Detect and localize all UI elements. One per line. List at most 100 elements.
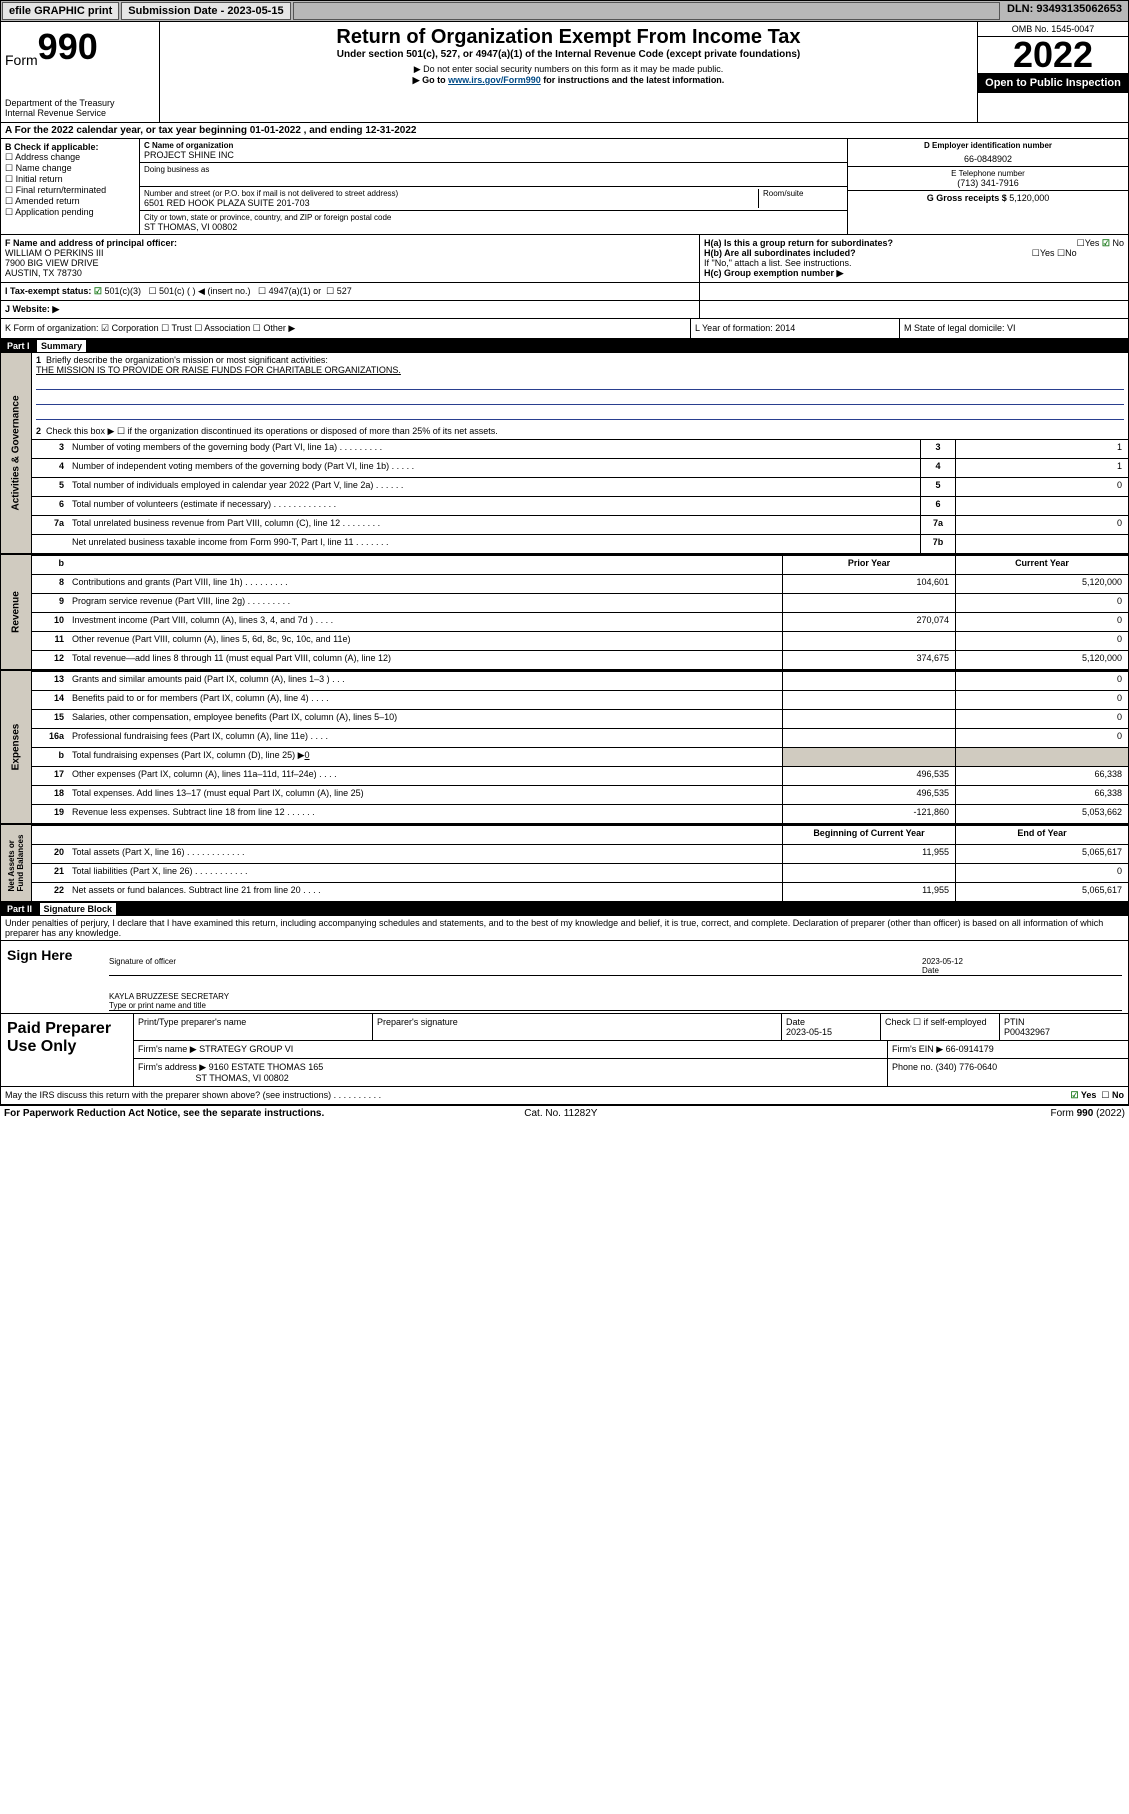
chk-initial-return[interactable]: Initial return <box>5 174 135 185</box>
paid-h5: PTINP00432967 <box>1000 1014 1128 1040</box>
line-desc: Total revenue—add lines 8 through 11 (mu… <box>68 651 782 669</box>
row-i: I Tax-exempt status: 501(c)(3) ☐ 501(c) … <box>1 283 699 300</box>
chk-501c3[interactable] <box>94 286 105 296</box>
prior-val <box>782 632 955 650</box>
line-desc: Other expenses (Part IX, column (A), lin… <box>68 767 782 785</box>
prior-val <box>782 729 955 747</box>
line-num: 12 <box>32 651 68 669</box>
row-l: L Year of formation: 2014 <box>690 319 899 338</box>
hdr-curr: Current Year <box>955 556 1128 574</box>
chk-irs-yes[interactable] <box>1070 1090 1080 1100</box>
line-val: 0 <box>955 478 1128 496</box>
officer-addr1: 7900 BIG VIEW DRIVE <box>5 258 695 268</box>
irs-link[interactable]: www.irs.gov/Form990 <box>448 75 541 85</box>
efile-print-button[interactable]: efile GRAPHIC print <box>2 2 119 20</box>
line-desc: Net assets or fund balances. Subtract li… <box>68 883 782 901</box>
paid-preparer-label: Paid Preparer Use Only <box>1 1014 134 1086</box>
firm-label: Firm's name ▶ <box>138 1044 197 1054</box>
curr-val: 0 <box>955 594 1128 612</box>
d-label: D Employer identification number <box>852 141 1124 150</box>
line-desc: Other revenue (Part VIII, column (A), li… <box>68 632 782 650</box>
line-num: 3 <box>32 440 68 458</box>
sign-here-label: Sign Here <box>1 941 103 1013</box>
firm-name: STRATEGY GROUP VI <box>199 1044 293 1054</box>
row-k: K Form of organization: ☑ Corporation ☐ … <box>1 319 690 338</box>
line-val <box>955 497 1128 515</box>
org-city: ST THOMAS, VI 00802 <box>144 222 843 232</box>
room-label: Room/suite <box>758 189 843 208</box>
subtitle-3: ▶ Go to www.irs.gov/Form990 for instruct… <box>164 75 973 86</box>
line-num: 7a <box>32 516 68 534</box>
curr-val: 0 <box>955 729 1128 747</box>
line-desc: Net unrelated business taxable income fr… <box>68 535 920 553</box>
irs-discuss-q: May the IRS discuss this return with the… <box>5 1090 381 1101</box>
curr-val: 66,338 <box>955 767 1128 785</box>
line-box: 7a <box>920 516 955 534</box>
firm-phone: (340) 776-0640 <box>936 1062 998 1072</box>
line-num: 9 <box>32 594 68 612</box>
line-num: 4 <box>32 459 68 477</box>
chk-name-change[interactable]: Name change <box>5 163 135 174</box>
h-b: H(b) Are all subordinates included? ☐Yes… <box>704 248 1124 258</box>
f-label: F Name and address of principal officer: <box>5 238 695 248</box>
h-note: If "No," attach a list. See instructions… <box>704 258 1124 268</box>
curr-val: 0 <box>955 613 1128 631</box>
line-num: 22 <box>32 883 68 901</box>
sig-officer-label: Signature of officer <box>109 957 922 975</box>
q1: Briefly describe the organization's miss… <box>46 355 328 365</box>
line-val: 1 <box>955 440 1128 458</box>
chk-amended-return[interactable]: Amended return <box>5 196 135 207</box>
prior-val: -121,860 <box>782 805 955 823</box>
line-num: 21 <box>32 864 68 882</box>
paid-h4: Check ☐ if self-employed <box>881 1014 1000 1040</box>
sig-date: 2023-05-12 <box>922 957 963 966</box>
line-num: 6 <box>32 497 68 515</box>
line-desc: Contributions and grants (Part VIII, lin… <box>68 575 782 593</box>
line-val: 1 <box>955 459 1128 477</box>
chk-address-change[interactable]: Address change <box>5 152 135 163</box>
firm-addr2: ST THOMAS, VI 00802 <box>196 1073 289 1083</box>
line-num: 20 <box>32 845 68 863</box>
hdr-end: End of Year <box>955 826 1128 844</box>
mission: THE MISSION IS TO PROVIDE OR RAISE FUNDS… <box>36 365 401 375</box>
line-num: 19 <box>32 805 68 823</box>
line-desc: Revenue less expenses. Subtract line 18 … <box>68 805 782 823</box>
ein-label: Firm's EIN ▶ <box>892 1044 943 1054</box>
open-public: Open to Public Inspection <box>978 73 1128 93</box>
q2: Check this box ▶ ☐ if the organization d… <box>46 426 498 436</box>
line-num: 15 <box>32 710 68 728</box>
vlabel-net: Net Assets or Fund Balances <box>7 835 25 892</box>
prior-val: 496,535 <box>782 786 955 804</box>
vlabel-exp: Expenses <box>11 724 22 771</box>
curr-val: 5,065,617 <box>955 845 1128 863</box>
form-title: Return of Organization Exempt From Incom… <box>164 26 973 49</box>
c-name-label: C Name of organization <box>144 141 843 150</box>
city-label: City or town, state or province, country… <box>144 213 843 222</box>
hdr-prior: Prior Year <box>782 556 955 574</box>
line-num <box>32 535 68 553</box>
curr-val: 0 <box>955 632 1128 650</box>
chk-final-return[interactable]: Final return/terminated <box>5 185 135 196</box>
line-desc: Grants and similar amounts paid (Part IX… <box>68 672 782 690</box>
prior-val: 496,535 <box>782 767 955 785</box>
line-desc: Program service revenue (Part VIII, line… <box>68 594 782 612</box>
line-desc: Total number of volunteers (estimate if … <box>68 497 920 515</box>
line-desc: Total liabilities (Part X, line 26) . . … <box>68 864 782 882</box>
gross-receipts: 5,120,000 <box>1009 193 1049 203</box>
g-label: G Gross receipts $ <box>927 193 1007 203</box>
submission-date-button[interactable]: Submission Date - 2023-05-15 <box>121 2 290 20</box>
dept-text: Department of the Treasury Internal Reve… <box>5 98 155 118</box>
chk-application-pending[interactable]: Application pending <box>5 207 135 218</box>
paid-h1: Print/Type preparer's name <box>134 1014 373 1040</box>
line-num: 10 <box>32 613 68 631</box>
line-box: 4 <box>920 459 955 477</box>
vlabel-rev: Revenue <box>11 591 22 633</box>
sig-date-label: Date <box>922 966 939 975</box>
spacer <box>293 2 1000 20</box>
prior-val <box>782 864 955 882</box>
officer-addr2: AUSTIN, TX 78730 <box>5 268 695 278</box>
prior-val: 11,955 <box>782 845 955 863</box>
line-box: 3 <box>920 440 955 458</box>
line-num: 17 <box>32 767 68 785</box>
line-desc: Total number of individuals employed in … <box>68 478 920 496</box>
